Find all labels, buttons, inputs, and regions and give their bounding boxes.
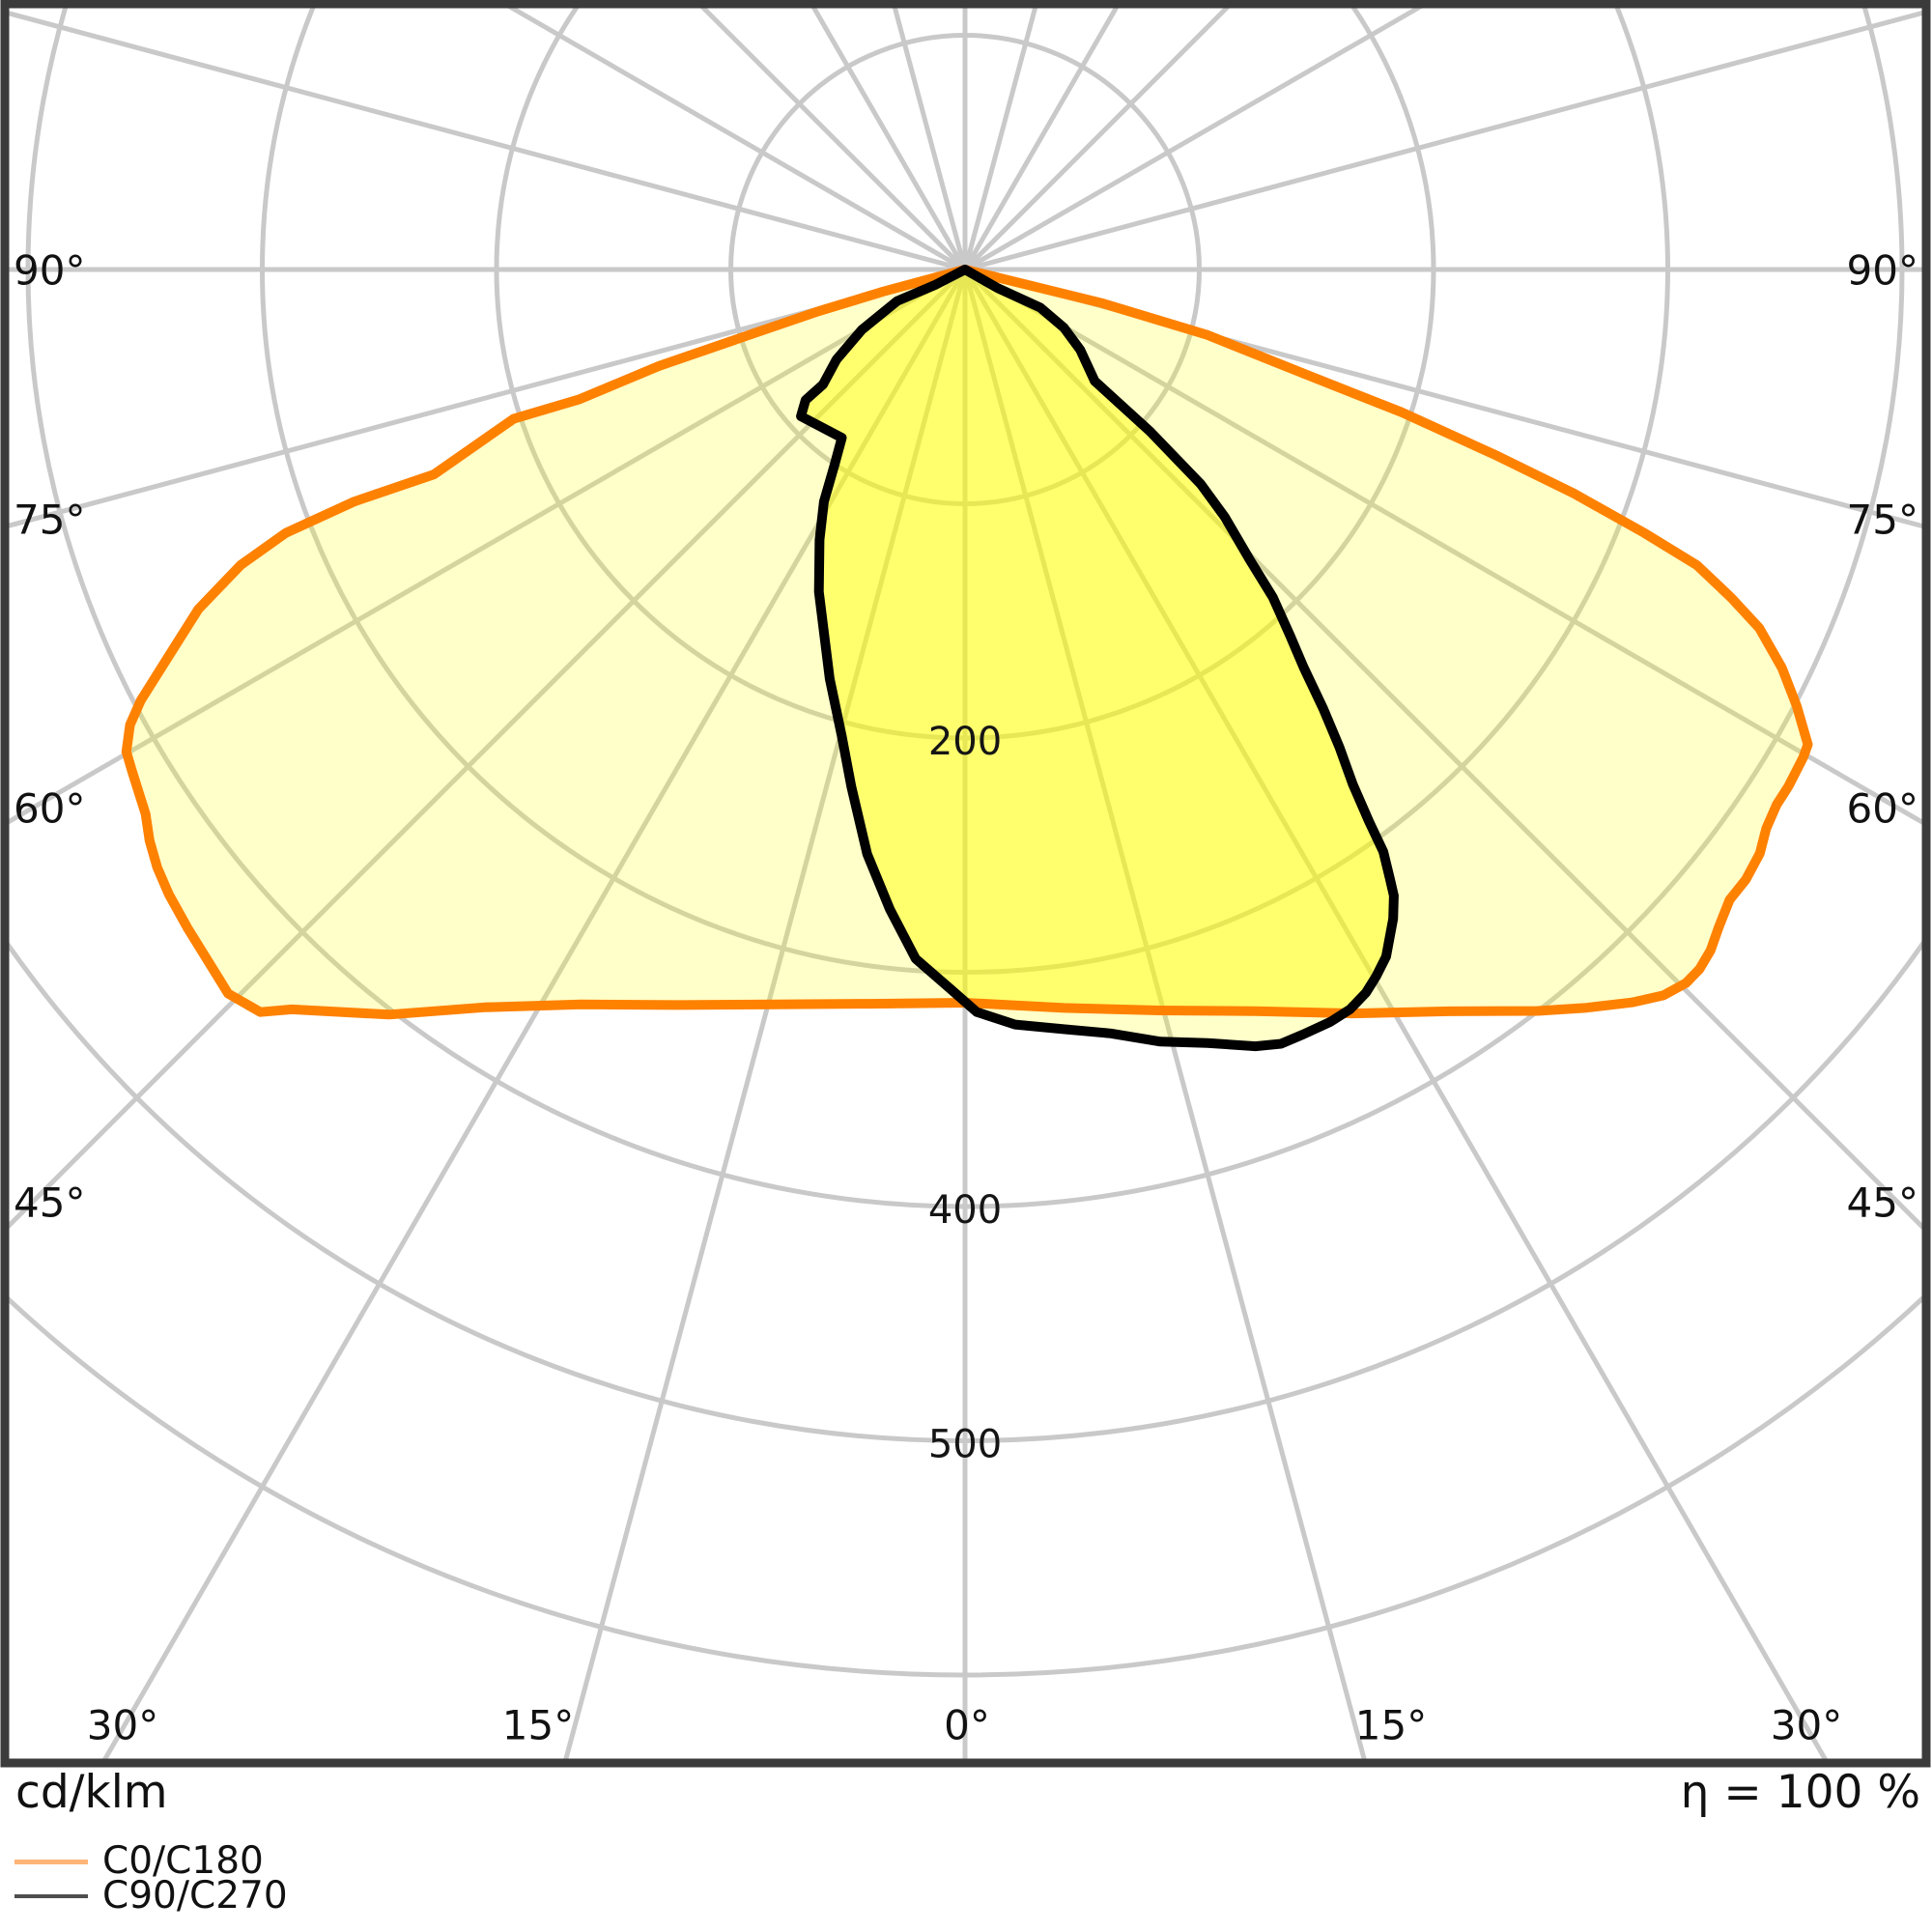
grid-ray-135 [963,8,1231,271]
angle-label-bottom-2-0°: 0° [944,1702,990,1749]
angle-label-bottom-4-30°: 30° [1771,1702,1842,1749]
angle-label-right-60°: 60° [1847,785,1918,833]
grid-ray-345 [563,269,968,1759]
grid-ray-240 [506,8,967,272]
angle-label-bottom-0-30°: 30° [87,1702,158,1749]
ring-label-400: 400 [928,1188,1002,1233]
plot-frame [0,0,1931,1768]
grid-ray-30 [962,268,1829,1759]
angle-label-left-60°: 60° [14,785,85,833]
legend-label-c0-c180: C0/C180 [102,1839,264,1883]
angle-label-bottom-3-15°: 15° [1355,1702,1427,1749]
angle-label-bottom-1-15°: 15° [502,1702,574,1749]
grid-ray-285 [9,267,966,528]
grid-ray-300 [9,267,967,825]
grid-ray-315 [9,268,967,1230]
angle-labels: 90° 90° 75° 75° 60° 60° 45° 45° 30° 15° 0° 15° 30° [14,247,1918,1749]
angle-label-left-45°: 45° [14,1179,85,1227]
ring-label-200: 200 [928,720,1002,764]
c90-c270-curve [796,265,1399,1052]
grid-ray-45 [963,268,1922,1231]
ring-label-500: 500 [928,1423,1002,1467]
c0-c180-curve [121,265,1813,1020]
angle-label-left-90°: 90° [14,247,85,295]
grid-ray-330 [101,268,968,1759]
grid-ray-75 [964,267,1922,529]
angle-label-right-75°: 75° [1847,497,1918,544]
ring-labels: 200 400 500 [928,720,1002,1467]
c90-c270-fill [801,270,1394,1047]
angle-label-right-45°: 45° [1847,1179,1918,1227]
c0-c180-line-swatch [14,1860,88,1864]
legend-label-c90-c270: C90/C270 [102,1874,288,1918]
c90-c270-line-swatch [14,1894,88,1898]
grid-ray-60 [963,267,1922,826]
units-label: cd/klm [15,1766,168,1819]
angle-label-left-75°: 75° [14,497,85,544]
grid-ray-225 [699,8,967,271]
grid-ray-255 [9,11,966,272]
curve-fills [126,270,1808,1047]
grid-ray-120 [963,8,1424,272]
efficiency-label: η = 100 % [1680,1766,1920,1819]
angle-label-right-90°: 90° [1847,247,1918,295]
grid-ray-15 [962,269,1367,1759]
curves [121,265,1813,1052]
grid-ray-105 [964,10,1922,272]
c0-c180-fill [126,270,1808,1015]
